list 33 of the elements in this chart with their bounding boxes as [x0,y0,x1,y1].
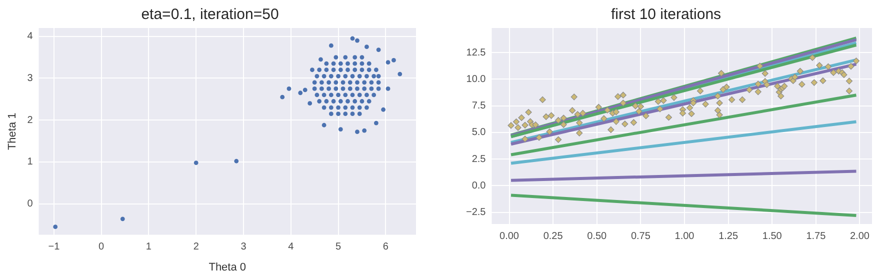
x-tick-label: 1.75 [806,230,826,242]
y-tick-label: 12.5 [466,47,486,58]
y-tick-label: 10.0 [466,74,486,85]
x-tick-label: 2 [193,242,200,253]
x-tick-label: 0.50 [587,230,608,242]
x-tick-label: 0.75 [630,230,651,242]
x-tick-label: 1.00 [674,230,695,242]
chart-title: first 10 iterations [610,6,722,24]
x-tick-label: 0.00 [500,230,520,242]
x-tick-label: 2.00 [850,230,870,242]
x-tick-label: 1.25 [718,230,738,242]
x-tick-label: 1 [146,242,152,253]
y-tick-label: 0 [27,198,34,210]
y-tick-label: 2.5 [472,154,486,165]
chart-title: eta=0.1, iteration=50 [141,6,279,24]
y-tick-label: 0.0 [472,180,486,192]
x-tick-label: 0 [98,242,105,253]
x-tick-label: 6 [382,242,389,253]
x-tick-label: 4 [288,242,294,253]
y-axis-title: Theta 1 [6,112,19,150]
y-tick-label: 3 [27,72,34,84]
x-tick-label: 5 [335,242,342,253]
x-tick-label: 1.50 [762,230,782,242]
y-tick-label: 4 [27,31,34,42]
y-tick-label: 1 [27,156,34,168]
y-tick-label: 2 [27,114,34,126]
x-tick-label: −1 [48,242,60,253]
y-tick-label: −2.5 [466,207,486,218]
x-tick-label: 0.25 [543,230,564,242]
x-tick-label: 3 [240,242,247,253]
x-axis-title: Theta 0 [208,261,246,274]
y-tick-label: 7.5 [472,100,486,112]
y-tick-label: 5.0 [472,127,486,138]
